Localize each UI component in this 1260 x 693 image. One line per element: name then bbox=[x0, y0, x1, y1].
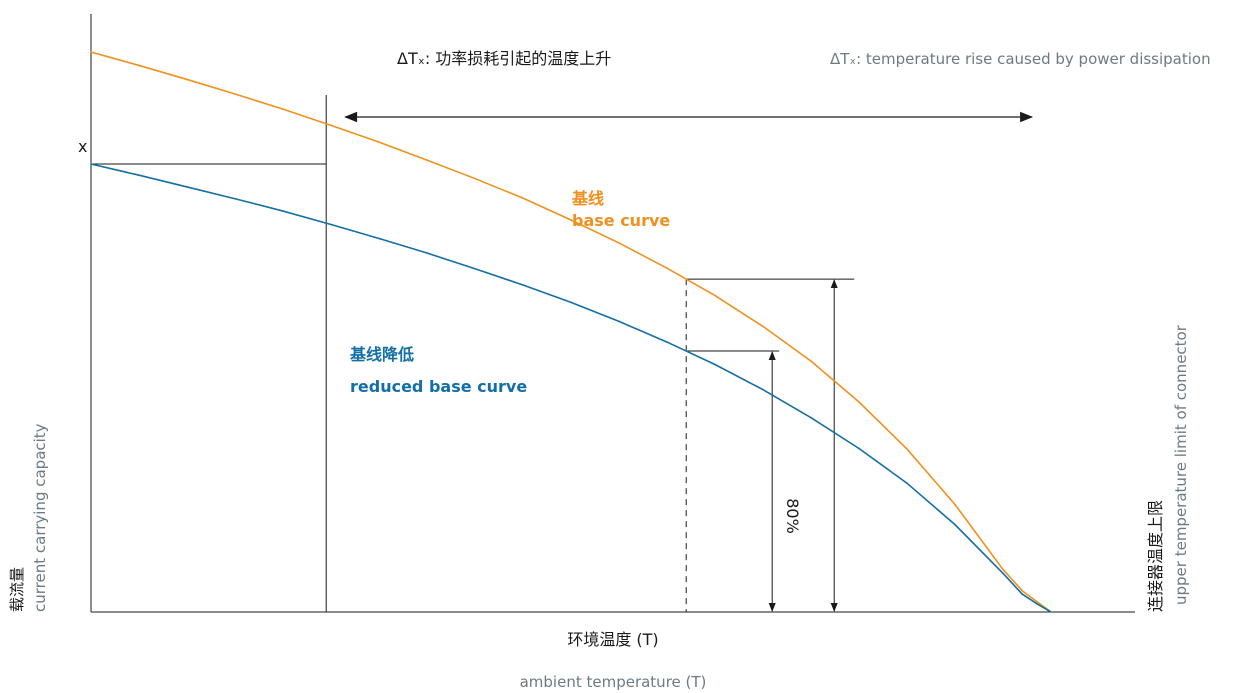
series-0-point bbox=[810, 360, 812, 362]
x-axis-label: 环境温度 (T) bbox=[567, 630, 658, 649]
series-0-point bbox=[426, 159, 428, 161]
series-0-point bbox=[762, 325, 764, 328]
series-1-point bbox=[570, 301, 572, 304]
series-1-point bbox=[666, 341, 668, 343]
series-1-point bbox=[186, 186, 188, 188]
series-1-point bbox=[282, 210, 284, 212]
series-0-point bbox=[1002, 568, 1004, 571]
y-axis-label: 载流量 bbox=[8, 567, 26, 612]
series-1-point bbox=[858, 447, 860, 450]
series-0-point bbox=[714, 294, 716, 297]
base-curve-label-en: base curve bbox=[572, 211, 670, 230]
series-1-point bbox=[90, 163, 92, 165]
series-0-point bbox=[522, 197, 524, 199]
series-1-point bbox=[234, 197, 236, 200]
series-0-point bbox=[474, 177, 476, 180]
series-0-point bbox=[570, 219, 572, 221]
chart-title-en: ΔTₓ: temperature rise caused by power di… bbox=[830, 50, 1211, 68]
y-tick-label: x bbox=[78, 137, 87, 156]
base-curve-label: 基线 bbox=[571, 189, 604, 208]
series-1-point bbox=[426, 252, 428, 254]
series-0-point bbox=[1035, 600, 1038, 603]
series-0-point bbox=[330, 124, 332, 127]
percent-label: 80% bbox=[783, 498, 802, 534]
series-0-point bbox=[90, 51, 92, 53]
series-1-point bbox=[618, 320, 620, 323]
base-curve-line bbox=[90, 51, 1052, 613]
right-limit-label: 连接器温度上限 bbox=[1146, 500, 1165, 612]
series-1-point bbox=[522, 284, 524, 286]
series-1-point bbox=[1021, 593, 1023, 595]
reduced-base-curve-line bbox=[90, 163, 1052, 613]
series-1-point bbox=[810, 416, 812, 419]
series-1-point bbox=[906, 482, 908, 485]
series-1-point bbox=[954, 523, 956, 526]
series-1-point bbox=[1050, 611, 1052, 613]
series-0-point bbox=[138, 64, 140, 67]
series-1-point bbox=[714, 363, 716, 366]
series-1-point bbox=[378, 237, 380, 240]
series-0-point bbox=[378, 141, 380, 143]
chart-title: ΔTₓ: 功率损耗引起的温度上升 bbox=[397, 49, 611, 68]
series-1-point bbox=[762, 388, 764, 391]
series-1-point bbox=[1035, 602, 1038, 605]
series-1-point bbox=[330, 223, 332, 226]
series-0-point bbox=[1021, 589, 1023, 592]
series-0-point bbox=[186, 78, 188, 81]
series-0-point bbox=[906, 448, 908, 450]
series-0-point bbox=[666, 267, 668, 269]
series-1-point bbox=[1002, 572, 1004, 575]
series-0-point bbox=[954, 503, 956, 506]
series-0-point bbox=[282, 108, 284, 110]
right-limit-label-en: upper temperature limit of connector bbox=[1172, 324, 1190, 605]
series-0-point bbox=[234, 93, 236, 95]
y-axis-label-en: current carrying capacity bbox=[31, 423, 49, 612]
series-1-point bbox=[474, 267, 476, 270]
series-1-point bbox=[138, 174, 140, 176]
series-0-point bbox=[618, 242, 620, 244]
series-0-point bbox=[858, 401, 860, 403]
x-axis-label-en: ambient temperature (T) bbox=[520, 673, 707, 691]
reduced-curve-label: 基线降低 bbox=[349, 345, 414, 364]
reduced-curve-label-en: reduced base curve bbox=[350, 377, 527, 396]
